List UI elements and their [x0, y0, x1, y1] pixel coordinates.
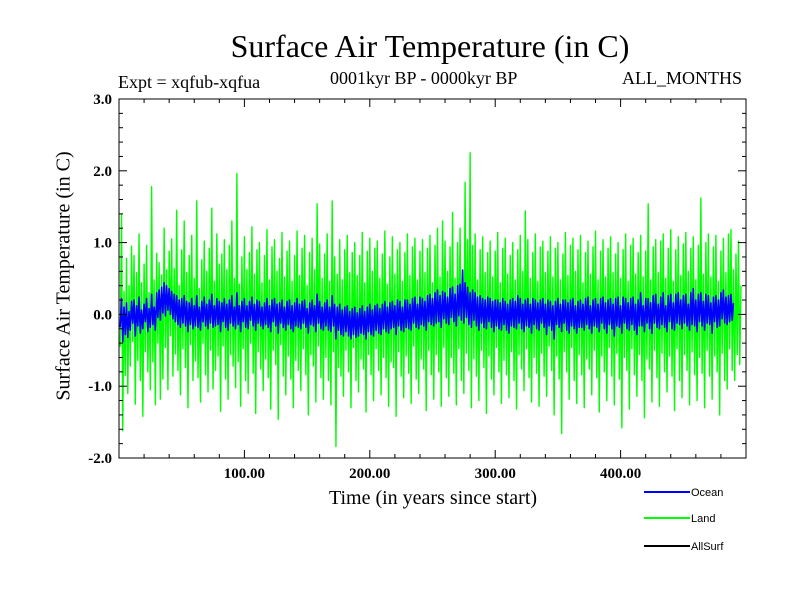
period-label: 0001kyr BP - 0000kyr BP: [330, 68, 518, 88]
experiment-label: Expt = xqfub-xqfua: [118, 72, 261, 92]
x-tick-label: 400.00: [600, 466, 641, 482]
series-line-ocean: [119, 269, 735, 343]
legend: Ocean Land AllSurf: [644, 487, 724, 553]
x-tick-label: 100.00: [224, 466, 265, 482]
plot-frame: [118, 98, 747, 459]
y-tick-label: -1.0: [88, 379, 112, 395]
x-tick-label: 200.00: [349, 466, 390, 482]
x-axis-label: Time (in years since start): [328, 487, 538, 509]
y-tick-label: 3.0: [93, 92, 112, 108]
months-label: ALL_MONTHS: [622, 68, 742, 88]
x-tick-label: 300.00: [475, 466, 516, 482]
series-layer: [119, 152, 742, 448]
y-tick-label: 2.0: [93, 164, 112, 180]
chart-title: Surface Air Temperature (in C): [230, 28, 630, 64]
axis-ticks: -2.0 -1.0 0.0 1.0 2.0 3.0 100.00 200.00 300.00 40…: [88, 92, 746, 482]
y-tick-label: -2.0: [88, 451, 112, 467]
y-tick-label: 1.0: [93, 236, 112, 252]
legend-label-ocean: Ocean: [691, 487, 723, 499]
legend-label-allsurf: AllSurf: [691, 541, 724, 553]
y-tick-label: 0.0: [93, 307, 112, 323]
legend-label-land: Land: [691, 513, 715, 525]
